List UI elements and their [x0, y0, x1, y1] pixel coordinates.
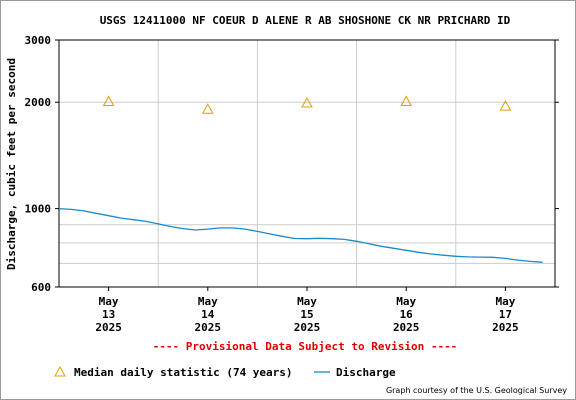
- data-series: [58, 95, 543, 263]
- y-axis-label: Discharge, cubic feet per second: [5, 58, 18, 270]
- median-daily-marker: [301, 96, 313, 108]
- median-daily-marker: [400, 95, 413, 106]
- x-tick-label: 2025: [294, 321, 321, 334]
- x-tick-label: 13: [102, 308, 115, 321]
- grid-lines: [59, 40, 555, 287]
- x-tick-label: May: [396, 295, 416, 308]
- y-tick-label: 3000: [25, 34, 52, 47]
- discharge-line: [58, 207, 543, 263]
- x-tick-label: 2025: [492, 321, 519, 334]
- x-tick-label: May: [495, 295, 515, 308]
- x-tick-label: 2025: [95, 321, 122, 334]
- x-tick-label: 2025: [393, 321, 420, 334]
- chart-title: USGS 12411000 NF COEUR D ALENE R AB SHOS…: [100, 14, 511, 27]
- x-tick-label: May: [99, 295, 119, 308]
- median-daily-marker: [102, 95, 115, 106]
- x-tick-label: 14: [201, 308, 215, 321]
- plot-area-border: [58, 39, 556, 288]
- legend-median-label: Median daily statistic (74 years): [74, 366, 293, 379]
- legend-discharge-label: Discharge: [336, 366, 396, 379]
- legend-median-marker: [54, 365, 66, 377]
- x-tick-label: 15: [300, 308, 313, 321]
- y-tick-label: 1000: [25, 203, 52, 216]
- y-axis-ticks: 600 1000 2000 3000: [25, 34, 559, 294]
- x-tick-label: 2025: [195, 321, 222, 334]
- median-daily-marker: [201, 103, 214, 114]
- x-tick-label: 16: [400, 308, 414, 321]
- x-tick-label: 17: [499, 308, 512, 321]
- x-axis-ticks: May132025May142025May152025May162025May1…: [95, 287, 519, 334]
- y-tick-label: 600: [31, 281, 51, 294]
- provisional-data-notice: ---- Provisional Data Subject to Revisio…: [153, 340, 458, 353]
- legend: Median daily statistic (74 years) Dischar…: [54, 365, 396, 379]
- graph-credit: Graph courtesy of the U.S. Geological Su…: [386, 386, 567, 395]
- median-daily-marker: [499, 100, 512, 111]
- x-tick-label: May: [297, 295, 317, 308]
- y-tick-label: 2000: [25, 96, 52, 109]
- x-tick-label: May: [198, 295, 218, 308]
